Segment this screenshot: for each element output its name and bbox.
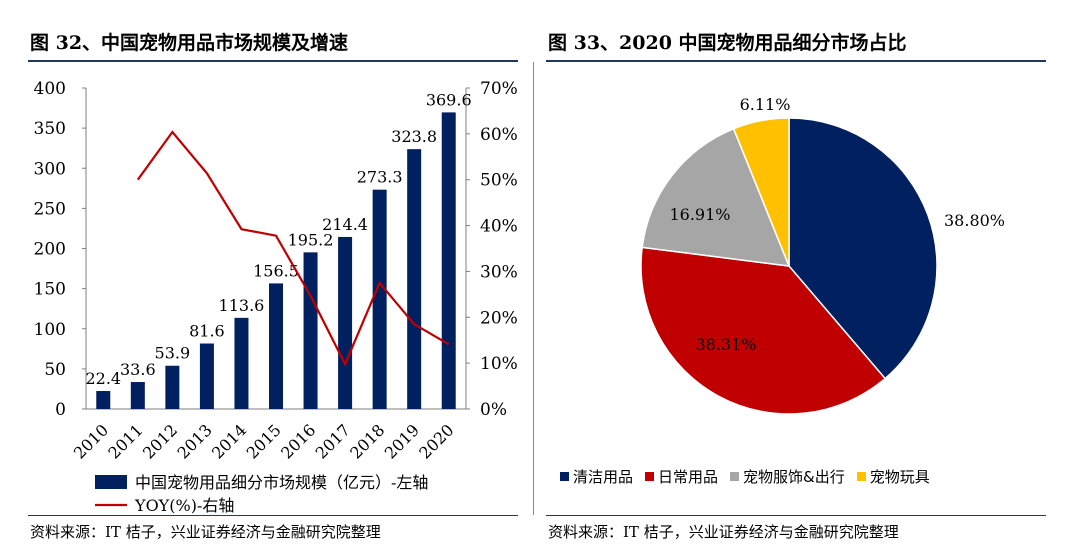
bar xyxy=(441,112,456,409)
left-y-tick-label: 50 xyxy=(44,360,66,380)
panel-divider xyxy=(533,62,534,515)
bar-data-label: 323.8 xyxy=(391,127,437,146)
pie-slice-label: 38.80% xyxy=(944,211,1005,230)
bar xyxy=(165,365,180,409)
bar xyxy=(96,391,111,409)
right-y-tick-label: 70% xyxy=(480,79,518,99)
left-y-tick-label: 400 xyxy=(34,79,66,99)
left-y-tick-label: 0 xyxy=(55,400,66,420)
right-chart-title: 图 33、2020 中国宠物用品细分市场占比 xyxy=(548,32,907,54)
x-tick-label: 2012 xyxy=(139,420,181,462)
left-chart-title: 图 32、中国宠物用品市场规模及增速 xyxy=(30,32,349,54)
bar-data-label: 53.9 xyxy=(155,344,191,363)
bar-data-label: 22.4 xyxy=(85,369,121,388)
pie-legend-label: 日常用品 xyxy=(658,468,719,486)
bar-data-label: 81.6 xyxy=(189,322,225,341)
bar-data-label: 156.5 xyxy=(253,261,299,280)
bar xyxy=(199,343,214,409)
right-y-tick-label: 60% xyxy=(480,125,518,145)
legend-label-bar: 中国宠物用品细分市场规模（亿元）-左轴 xyxy=(135,473,428,492)
left-source-note: 资料来源：IT 桔子，兴业证券经济与金融研究院整理 xyxy=(30,523,381,541)
left-y-tick-label: 250 xyxy=(34,199,66,219)
left-title-rule xyxy=(28,60,518,62)
x-tick-label: 2016 xyxy=(277,420,319,462)
yoy-line xyxy=(136,130,450,367)
bar-data-label: 113.6 xyxy=(219,296,265,315)
pie-slice xyxy=(732,117,790,267)
left-y-tick-label: 100 xyxy=(34,320,66,340)
right-title-rule xyxy=(546,60,1046,62)
x-tick-label: 2015 xyxy=(243,420,285,462)
bar-data-label: 195.2 xyxy=(288,230,334,249)
bar xyxy=(234,317,249,409)
pie-legend-swatch xyxy=(560,472,569,481)
bar-data-label: 273.3 xyxy=(357,168,403,187)
right-y-tick-label: 20% xyxy=(480,308,518,328)
x-tick-label: 2019 xyxy=(381,420,423,462)
pie-legend-item: 宠物玩具 xyxy=(856,466,930,487)
x-tick-label: 2010 xyxy=(70,420,112,462)
x-tick-label: 2014 xyxy=(208,420,250,462)
x-tick-label: 2018 xyxy=(346,420,388,462)
pie-legend: 清洁用品 日常用品 宠物服饰&出行 宠物玩具 xyxy=(560,466,936,487)
pie-slice-label: 6.11% xyxy=(740,95,791,114)
bar-line-chart: 0 50 100 150 200 250 300 350 400 0% 10% 20% 30% 40% 50… xyxy=(34,79,518,515)
bar-data-label: 33.6 xyxy=(120,360,156,379)
left-y-tick-label: 300 xyxy=(34,159,66,179)
pie-slice xyxy=(788,117,938,380)
right-bottom-rule xyxy=(546,515,1046,516)
pie-chart: 38.80% 38.31% 16.91% 6.11% xyxy=(640,95,1005,415)
pie-legend-item: 日常用品 xyxy=(645,466,718,487)
right-y-tick-label: 10% xyxy=(480,354,518,374)
left-y-tick-label: 350 xyxy=(34,119,66,139)
bar xyxy=(303,252,318,409)
pie-legend-swatch xyxy=(730,472,740,481)
pie-legend-item: 清洁用品 xyxy=(560,466,633,487)
legend-swatch-bar xyxy=(95,475,127,489)
pie-legend-label: 宠物玩具 xyxy=(869,468,930,486)
bar-data-label: 369.6 xyxy=(426,90,472,109)
left-y-tick-label: 150 xyxy=(34,280,66,300)
left-bottom-rule xyxy=(28,515,518,516)
pie-slice xyxy=(641,127,791,267)
bar xyxy=(338,236,353,409)
right-source-note: 资料来源：IT 桔子，兴业证券经济与金融研究院整理 xyxy=(548,523,899,541)
right-y-tick-label: 50% xyxy=(480,171,518,191)
right-y-tick-label: 0% xyxy=(480,400,507,420)
left-y-tick-label: 200 xyxy=(34,240,66,260)
pie-legend-label: 宠物服饰&出行 xyxy=(743,468,845,486)
bar xyxy=(372,189,387,409)
right-y-tick-label: 30% xyxy=(480,262,518,282)
pie-slice-label: 16.91% xyxy=(669,205,730,224)
pie-slice-label: 38.31% xyxy=(695,335,756,354)
bar xyxy=(407,149,422,409)
bar-data-label: 214.4 xyxy=(322,215,368,234)
pie-legend-swatch xyxy=(645,472,655,481)
x-tick-label: 2020 xyxy=(415,420,457,462)
pie-legend-swatch xyxy=(856,472,866,481)
bar xyxy=(269,283,283,409)
pie-legend-item: 宠物服饰&出行 xyxy=(730,466,845,487)
x-tick-label: 2013 xyxy=(174,420,216,462)
legend-label-line: YOY(%)-右轴 xyxy=(134,496,234,515)
right-y-tick-label: 40% xyxy=(480,217,518,237)
pie-slice xyxy=(640,246,887,415)
x-tick-label: 2011 xyxy=(104,420,146,462)
bar xyxy=(130,382,145,409)
pie-legend-label: 清洁用品 xyxy=(573,468,634,486)
x-tick-label: 2017 xyxy=(312,420,354,462)
